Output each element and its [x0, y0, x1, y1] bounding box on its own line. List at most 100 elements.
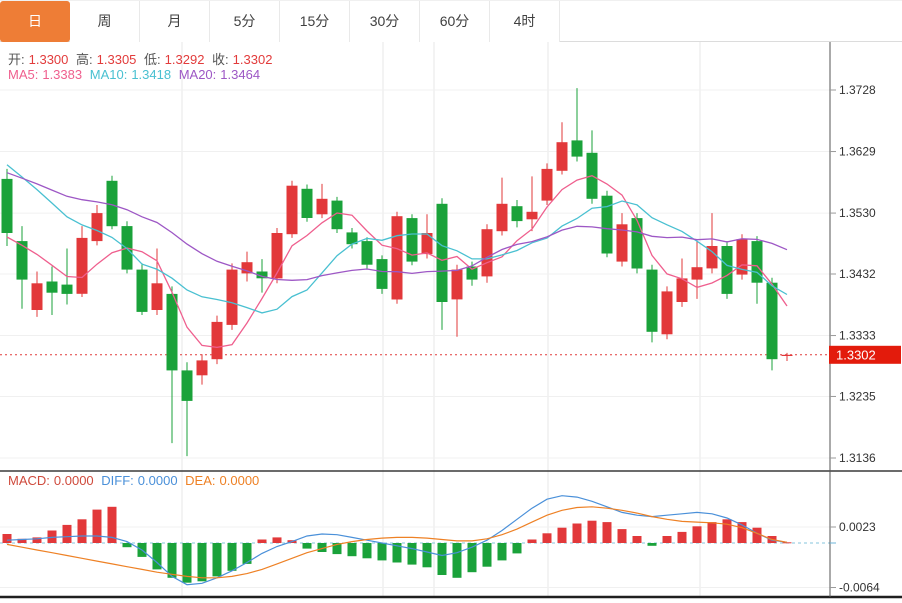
- axis-tick-label: 1.3136: [839, 451, 876, 465]
- macd-bar: [167, 543, 177, 578]
- axis-tick-label: 1.3333: [839, 329, 876, 343]
- diff-label: DIFF:: [101, 473, 134, 488]
- macd-bar: [437, 543, 447, 575]
- macd-bar: [572, 523, 582, 543]
- timeframe-tabs: 日周月 5分 15分 30分 60分 4时: [0, 0, 902, 42]
- macd-bar: [707, 522, 717, 543]
- candle-body: [436, 203, 448, 302]
- candle-body: [481, 229, 493, 277]
- candle-body: [346, 232, 358, 245]
- candle-body: [181, 370, 193, 401]
- ma10-value: 1.3418: [131, 67, 172, 82]
- macd-bar: [782, 542, 792, 544]
- macd-bar: [542, 533, 552, 543]
- candle-body: [361, 241, 373, 265]
- candle-body: [631, 218, 643, 269]
- candle-body: [106, 180, 118, 227]
- macd-bar: [527, 539, 537, 543]
- macd-readout: MACD: 0.0000 DIFF: 0.0000 DEA: 0.0000: [8, 473, 263, 488]
- close-value: 1.3302: [232, 52, 273, 67]
- candle-body: [196, 360, 208, 376]
- macd-bar: [32, 537, 42, 543]
- candle-body: [1, 178, 13, 233]
- macd-bar: [662, 536, 672, 543]
- candle-body: [16, 241, 28, 280]
- macd-bar: [17, 538, 27, 543]
- macd-bar: [602, 522, 612, 543]
- macd-bar: [92, 509, 102, 543]
- candle-body: [451, 269, 463, 300]
- macd-bar: [557, 527, 567, 543]
- macd-bar: [377, 543, 387, 561]
- macd-bar: [587, 520, 597, 543]
- macd-bar: [62, 524, 72, 543]
- candle-body: [721, 246, 733, 294]
- candle-body: [661, 291, 673, 335]
- diff-value: 0.0000: [137, 473, 178, 488]
- low-label: 低:: [144, 52, 161, 67]
- tab-30分[interactable]: 30分: [350, 1, 420, 42]
- macd-bar: [47, 530, 57, 543]
- candle-body: [61, 284, 73, 294]
- dea-label: DEA:: [185, 473, 216, 488]
- ma5-line: [6, 174, 788, 349]
- candle-body: [286, 185, 298, 235]
- dea-line: [6, 506, 788, 579]
- candle-body: [646, 269, 658, 332]
- macd-bar: [617, 529, 627, 543]
- candle-body: [406, 218, 418, 262]
- tab-15分[interactable]: 15分: [280, 1, 350, 42]
- chart-canvas[interactable]: 1.3728 1.3629 1.3530 1.3432 1.3333 1.3235 1.31…: [0, 42, 902, 603]
- high-value: 1.3305: [96, 52, 137, 67]
- ma20-line: [6, 172, 788, 281]
- axis-tick-label: 0.0023: [839, 520, 876, 534]
- macd-bar: [407, 543, 417, 565]
- open-value: 1.3300: [28, 52, 69, 67]
- candle-body: [241, 262, 253, 274]
- macd-bar: [677, 531, 687, 543]
- macd-bar: [182, 543, 192, 583]
- ohlc-readout: 开: 1.3300 高: 1.3305 低: 1.3292 收: 1.3302: [8, 49, 276, 68]
- candle-body: [316, 198, 328, 215]
- tab-日[interactable]: 日: [0, 1, 70, 42]
- macd-bar: [152, 543, 162, 570]
- candle-body: [391, 216, 403, 300]
- candle-body: [601, 195, 613, 254]
- dea-value: 0.0000: [219, 473, 260, 488]
- axis-tick-label: 1.3235: [839, 389, 876, 403]
- macd-bar: [362, 543, 372, 559]
- axis-tick-label: -0.0064: [839, 581, 880, 595]
- macd-bar: [107, 506, 117, 543]
- macd-bar: [632, 536, 642, 543]
- macd-bar: [302, 543, 312, 549]
- chart-area[interactable]: 1.3728 1.3629 1.3530 1.3432 1.3333 1.3235 1.31…: [0, 42, 902, 603]
- diff-line: [6, 495, 788, 586]
- candle-body: [751, 241, 763, 283]
- candle-body: [31, 283, 43, 310]
- candle-body: [331, 200, 343, 230]
- axis-tick-label: 1.3432: [839, 267, 876, 281]
- current-price-tag-text: 1.3302: [836, 347, 876, 362]
- axis-tick-label: 1.3629: [839, 145, 876, 159]
- axis-tick-label: 1.3530: [839, 206, 876, 220]
- candle-body: [46, 281, 58, 293]
- macd-bar: [257, 539, 267, 543]
- candle-body: [376, 259, 388, 289]
- macd-bar: [512, 543, 522, 554]
- tab-周[interactable]: 周: [70, 1, 140, 42]
- tab-5分[interactable]: 5分: [210, 1, 280, 42]
- macd-bar: [242, 543, 252, 564]
- tab-60分[interactable]: 60分: [420, 1, 490, 42]
- candle-body: [691, 267, 703, 280]
- ma-readout: MA5: 1.3383 MA10: 1.3418 MA20: 1.3464: [8, 67, 264, 82]
- candle-body: [466, 266, 478, 280]
- candle-body: [676, 278, 688, 302]
- macd-bar: [227, 543, 237, 571]
- candle-body: [151, 283, 163, 310]
- macd-bar: [722, 519, 732, 543]
- tab-4时[interactable]: 4时: [490, 1, 560, 42]
- tab-月[interactable]: 月: [140, 1, 210, 42]
- candle-body: [91, 213, 103, 242]
- macd-bar: [497, 543, 507, 561]
